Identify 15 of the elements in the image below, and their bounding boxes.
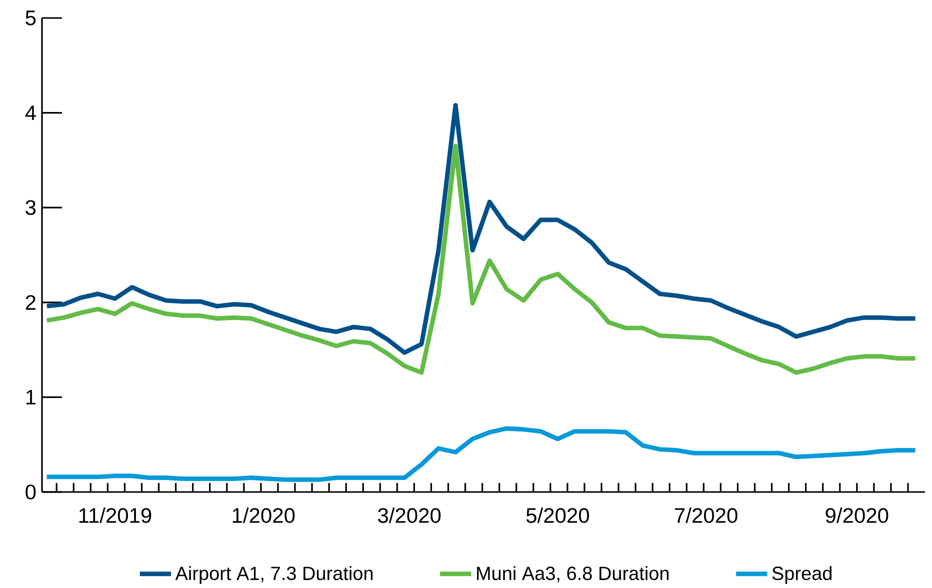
legend-label: Airport A1, 7.3 Duration [175, 566, 373, 584]
y-tick-label: 1 [26, 390, 36, 404]
y-tick-label: 4 [25, 106, 36, 120]
legend-label: Muni Aa3, 6.8 Duration [477, 566, 669, 582]
x-tick-label: 7/2020 [675, 508, 738, 523]
x-tick-label: 5/2020 [526, 508, 589, 523]
x-tick-label: 9/2020 [826, 508, 888, 523]
x-tick-label: 11/2019 [79, 508, 152, 523]
y-tick-label: 0 [26, 484, 36, 500]
y-tick-label: 5 [26, 10, 36, 26]
y-tick-label: 3 [26, 200, 36, 216]
y-tick-label: 2 [26, 295, 36, 310]
x-tick-label: 3/2020 [378, 508, 441, 523]
legend-label: Spread [772, 566, 832, 584]
x-tick-label: 1/2020 [232, 508, 295, 523]
